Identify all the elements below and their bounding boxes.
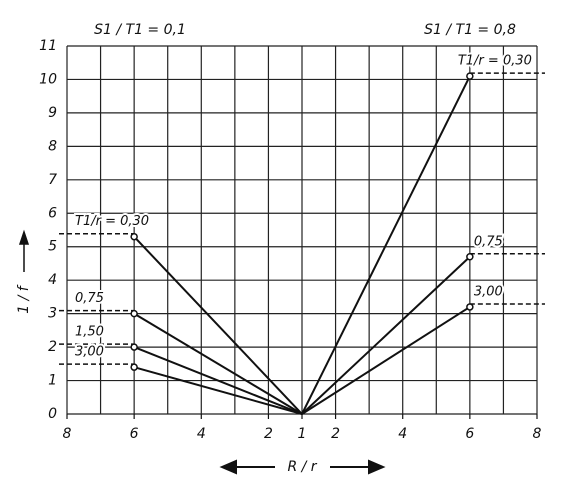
series-label: T1/r = 0,30 xyxy=(458,54,532,69)
y-tick-label: 3 xyxy=(48,306,57,322)
y-tick-label: 6 xyxy=(48,205,57,221)
y-tick-label: 9 xyxy=(48,105,57,121)
point xyxy=(130,232,138,241)
point xyxy=(466,253,474,261)
x-tick-label: 4 xyxy=(398,426,407,442)
x-tick-label: 8 xyxy=(533,426,542,442)
line xyxy=(301,256,471,415)
series-label: 0,75 xyxy=(474,234,503,249)
x-tick-label: 8 xyxy=(63,426,72,442)
y-tick-label: 2 xyxy=(48,339,57,355)
point xyxy=(130,309,138,318)
x-tick-label: 2 xyxy=(331,426,340,442)
point xyxy=(466,303,474,311)
point xyxy=(466,72,474,80)
x-tick-label: 2 xyxy=(264,426,273,442)
line xyxy=(301,75,471,415)
y-tick-label: 4 xyxy=(48,272,57,288)
line xyxy=(133,366,303,415)
y-tick-label: 5 xyxy=(48,239,57,255)
y-tick-label: 0 xyxy=(48,406,57,422)
y-tick-label: 1 xyxy=(48,373,57,389)
series-label: 1,50 xyxy=(75,325,104,340)
x-tick-label: 4 xyxy=(197,426,206,442)
line xyxy=(133,236,303,415)
x-axis-label: R / r xyxy=(287,459,317,475)
x-arrows xyxy=(219,459,386,475)
y-arrow xyxy=(18,229,30,272)
y-tick-label: 7 xyxy=(48,172,57,188)
x-tick-label: 6 xyxy=(465,426,474,442)
annotation: S1 / T1 = 0,8 xyxy=(424,22,516,38)
line xyxy=(133,312,303,415)
annotation: S1 / T1 = 0,1 xyxy=(94,22,186,38)
line xyxy=(133,346,303,415)
line xyxy=(301,306,471,415)
y-tick-label: 11 xyxy=(39,38,57,54)
x-tick-label: 6 xyxy=(130,426,139,442)
x-tick-label: 1 xyxy=(298,426,307,442)
series-label: 3,00 xyxy=(474,284,503,299)
point xyxy=(130,363,138,371)
series-label: 0,75 xyxy=(75,291,104,306)
y-tick-label: 8 xyxy=(48,138,57,154)
y-axis-label: 1 / f xyxy=(16,284,32,314)
series-label: T1/r = 0,30 xyxy=(75,214,149,229)
y-tick-label: 10 xyxy=(39,71,57,87)
point xyxy=(130,343,138,351)
series-label: 3,00 xyxy=(75,345,104,360)
